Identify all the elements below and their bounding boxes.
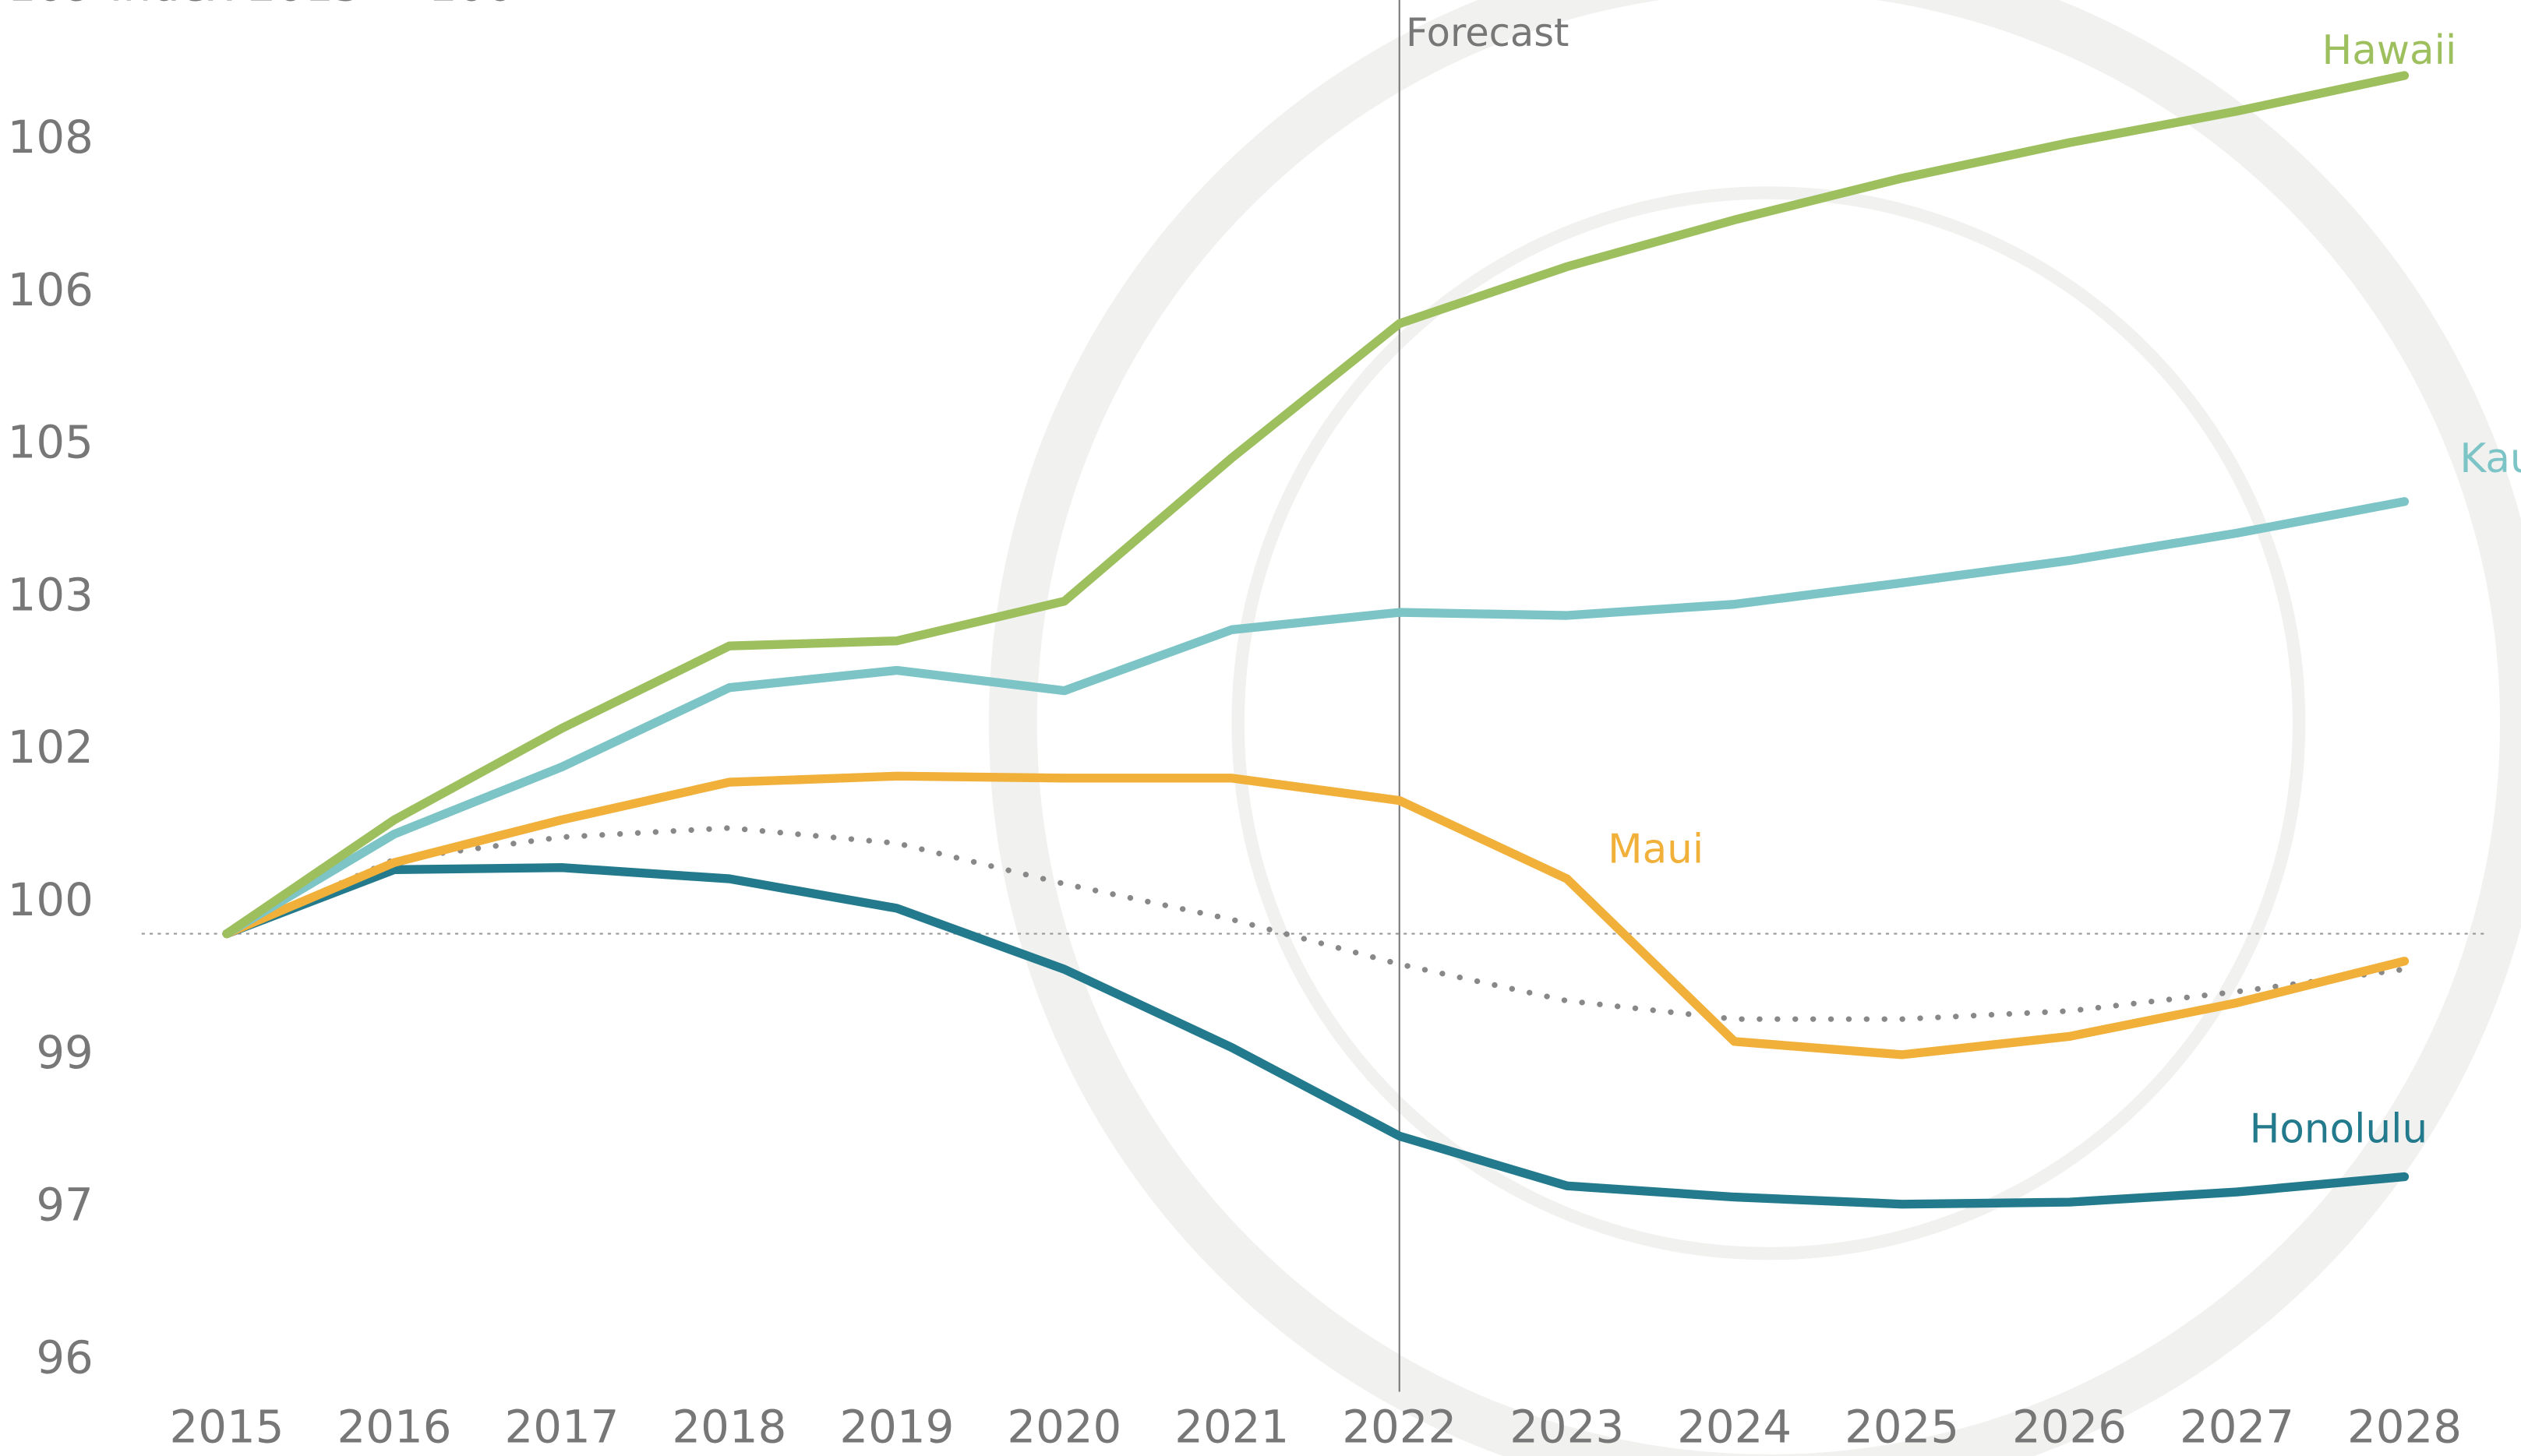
x-tick-label: 2016	[337, 1401, 452, 1454]
series-line	[222, 863, 2410, 1209]
y-tick-label: 99	[36, 1026, 93, 1079]
y-axis-label: Index 2015 = 100	[109, 0, 514, 11]
x-tick-label: 2017	[504, 1401, 619, 1454]
x-tick-label: 2025	[1845, 1401, 1959, 1454]
x-tick-label: 2018	[672, 1401, 786, 1454]
x-tick-label: 2023	[1509, 1401, 1624, 1454]
x-tick-label: 2021	[1174, 1401, 1289, 1454]
series-line	[222, 497, 2410, 939]
forecast-label: Forecast	[1406, 10, 1569, 55]
series-label: Maui	[1608, 826, 1704, 873]
x-tick-label: 2022	[1342, 1401, 1456, 1454]
y-tick-label: 105	[8, 416, 94, 469]
series-label: Kauai	[2459, 435, 2521, 482]
x-tick-label: 2024	[1677, 1401, 1792, 1454]
y-tick-label: 96	[36, 1331, 93, 1384]
watermark	[989, 0, 2521, 1456]
series-label: Hawaii	[2322, 27, 2457, 74]
y-tick-label: 100	[8, 873, 94, 926]
series-line	[222, 71, 2410, 939]
x-tick-label: 2019	[839, 1401, 954, 1454]
x-tick-label: 2015	[170, 1401, 284, 1454]
y-tick-label: 97	[36, 1179, 93, 1232]
series-line	[222, 771, 2410, 1059]
x-tick-label: 2028	[2347, 1401, 2462, 1454]
x-tick-label: 2026	[2012, 1401, 2127, 1454]
y-tick-label: 106	[8, 263, 94, 316]
y-tick-label: 103	[8, 568, 94, 621]
y-tick-label: 108	[8, 111, 94, 164]
y-tick-label: 109	[8, 0, 94, 11]
y-tick-label: 102	[8, 721, 94, 774]
x-tick-label: 2020	[1007, 1401, 1121, 1454]
series-label: Honolulu	[2250, 1105, 2428, 1152]
x-tick-label: 2027	[2180, 1401, 2294, 1454]
